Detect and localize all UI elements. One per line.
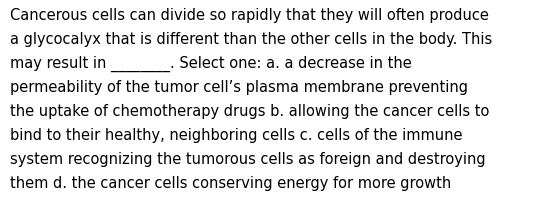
Text: system recognizing the tumorous cells as foreign and destroying: system recognizing the tumorous cells as… <box>10 152 485 167</box>
Text: Cancerous cells can divide so rapidly that they will often produce: Cancerous cells can divide so rapidly th… <box>10 8 489 23</box>
Text: permeability of the tumor cell’s plasma membrane preventing: permeability of the tumor cell’s plasma … <box>10 80 468 95</box>
Text: a glycocalyx that is different than the other cells in the body. This: a glycocalyx that is different than the … <box>10 32 492 47</box>
Text: the uptake of chemotherapy drugs b. allowing the cancer cells to: the uptake of chemotherapy drugs b. allo… <box>10 104 489 119</box>
Text: them d. the cancer cells conserving energy for more growth: them d. the cancer cells conserving ener… <box>10 176 451 191</box>
Text: may result in ________. Select one: a. a decrease in the: may result in ________. Select one: a. a… <box>10 56 412 72</box>
Text: bind to their healthy, neighboring cells c. cells of the immune: bind to their healthy, neighboring cells… <box>10 128 463 143</box>
